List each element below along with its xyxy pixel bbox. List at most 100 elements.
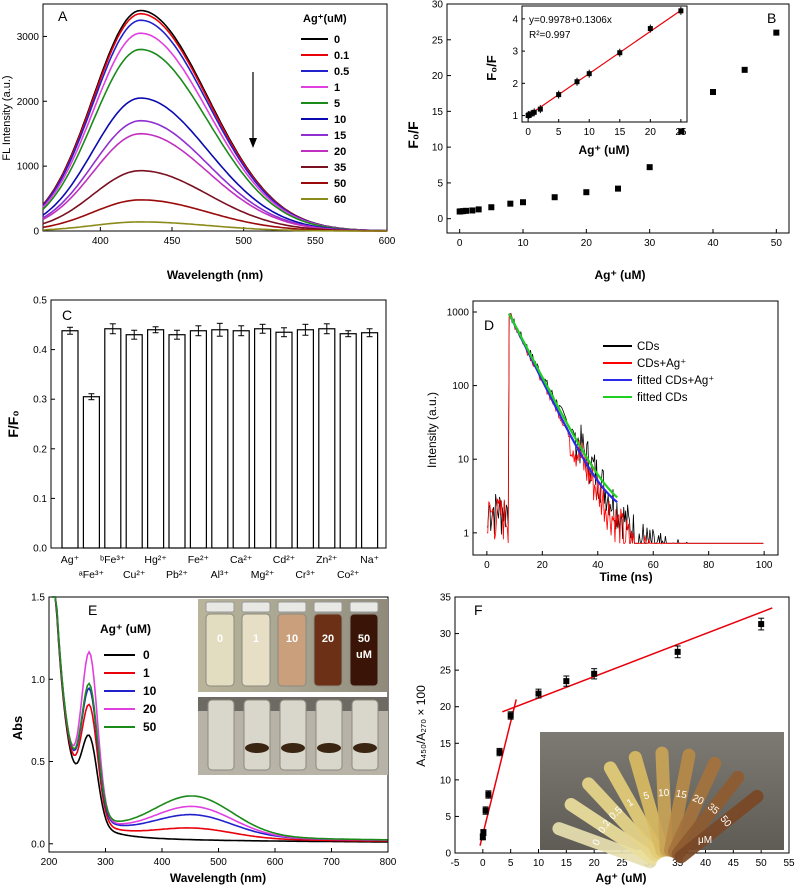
panel-f-point: [479, 833, 486, 840]
panel-b-inset-point: [678, 8, 684, 14]
panel-e-vial-lower: [351, 699, 379, 771]
panel-e-vial-cap: [277, 601, 307, 613]
panel-b-y-tick-label: 15: [432, 107, 444, 118]
panel-e-vial-cap: [313, 601, 343, 613]
panel-b-inset-x-ticks: 0 5 10 15 20 25: [525, 119, 687, 138]
panel-b-point: [678, 128, 685, 135]
panel-c-category-label: ᵇFe³⁺: [100, 554, 126, 566]
panel-f-y-tick-label: 15: [440, 739, 452, 750]
panel-e-vial: [313, 613, 343, 687]
panel-a-legend-label: 1: [334, 82, 340, 94]
panel-c-category-label: Fe²⁺: [188, 554, 210, 566]
panel-f-tube: [582, 777, 662, 862]
panel-f-tube: [552, 822, 657, 869]
panel-d-y-tick-label: 100: [452, 381, 469, 392]
panel-f-x-tick-label: 20: [589, 858, 601, 869]
panel-c-category-label: ᵃFe³⁺: [79, 569, 105, 581]
panel-b-x-tick-label: 40: [707, 238, 719, 249]
panel-e-y-tick-label: 0.0: [31, 839, 45, 850]
panel-e-x-tick-label: 800: [380, 857, 397, 868]
panel-f-point: [485, 791, 492, 798]
panel-d-letter: D: [484, 317, 494, 333]
panel-e-curves: [51, 596, 388, 843]
panel-b-y-tick-label: 30: [432, 0, 444, 11]
panel-f-tube: [671, 770, 745, 861]
panel-a-legend-label: 0.1: [334, 50, 349, 62]
panel-e-vial: [277, 613, 307, 687]
panel-f-y-tick-label: 25: [440, 666, 452, 677]
panel-f-x-tick-label: 0: [480, 858, 486, 869]
panel-a-y-label: FL Intensity (a.u.): [1, 75, 13, 160]
panel-b-x-tick-label: 30: [644, 238, 656, 249]
panel-a-x-tick-label: 450: [164, 236, 181, 247]
panel-b-inset-y-tick-label: 2: [512, 79, 518, 90]
panel-f-point: [496, 749, 503, 756]
panel-b-y-tick-label: 25: [432, 35, 444, 46]
panel-d-legend-label: CDs: [637, 341, 660, 353]
panel-f-x-tick-label: 45: [728, 858, 740, 869]
panel-c-bar: [211, 329, 229, 549]
panel-a-legend-label: 10: [334, 114, 346, 126]
panel-f-tube-label: 20: [691, 793, 706, 808]
panel-e-vial-cap: [241, 601, 271, 613]
panel-c-y-tick-label: 0.3: [33, 395, 47, 406]
panel-a-legend-label: 60: [334, 194, 346, 206]
panel-f-y-tick-label: 20: [440, 702, 452, 713]
panel-c-category-label: Hg²⁺: [144, 554, 167, 566]
panel-e-y-tick-label: 0.5: [31, 757, 45, 768]
panel-b-inset: 1 2 3 4 0 5 10 15 20 25 y=0.9978+0.1306x R²=0.99…: [484, 5, 688, 157]
panel-e-legend-label: 1: [143, 666, 150, 680]
panel-e-x-tick-label: 600: [267, 857, 284, 868]
panel-f-x-tick-label: 35: [672, 858, 684, 869]
panel-b-inset-x-tick-label: 10: [584, 127, 596, 138]
panel-f-point: [563, 678, 570, 685]
panel-f-y-tick-label: 35: [440, 593, 452, 604]
panel-c-category-label: Na⁺: [360, 554, 379, 566]
panel-c-bar: [125, 334, 143, 549]
panel-e-legend-label: 50: [143, 720, 157, 734]
panel-b-x-ticks: 0 10 20 30 40 50: [457, 229, 782, 249]
panel-b-inset-x-tick-label: 0: [525, 127, 531, 138]
panel-f-y-tick-label: 10: [440, 775, 452, 786]
panel-c: 0.0 0.1 0.2 0.3 0.4 0.5 Ag⁺ ᵇFe³⁺ Hg²⁺ Fe²⁺ Ca²⁺ C…: [5, 296, 387, 581]
panel-b-inset-x-tick-label: 20: [645, 127, 657, 138]
panel-b-inset-point: [586, 71, 592, 77]
panel-d-x-tick-label: 0: [484, 560, 490, 571]
panel-d-y-tick-label: 1000: [447, 308, 470, 319]
panel-e-vial-lower: [207, 699, 235, 771]
panel-b-inset-point: [574, 79, 580, 85]
panel-b-letter: B: [767, 10, 776, 26]
panel-e-y-label: Abs: [10, 716, 25, 741]
panel-b-inset-y-tick-label: 3: [512, 47, 518, 58]
panel-b-inset-point: [617, 50, 623, 56]
panel-c-bar: [232, 330, 250, 549]
panel-e-vial-cap: [349, 601, 379, 613]
panel-c-y-ticks: 0.0 0.1 0.2 0.3 0.4 0.5: [33, 296, 55, 555]
panel-e-vial-label: 0: [217, 633, 223, 645]
panel-f-tube-label: 10: [658, 788, 670, 799]
panel-f-tube-label: 15: [675, 788, 688, 801]
panel-c-category-label: Mg²⁺: [251, 569, 275, 581]
panel-b-inset-point: [528, 111, 534, 117]
panel-a-legend-label: 15: [334, 130, 346, 142]
panel-a-y-ticks: 0 1000 2000 3000: [17, 32, 47, 238]
panel-f-y-tick-label: 30: [440, 629, 452, 640]
panel-d-curve: [486, 313, 764, 545]
panel-d-legend-label: CDs+Ag⁺: [637, 358, 686, 370]
panel-b-point: [507, 200, 514, 207]
panel-b-point: [475, 206, 482, 213]
panel-c-bar: [168, 334, 186, 549]
panel-e-vial-precipitate: [245, 743, 269, 753]
panel-b-point: [488, 204, 495, 211]
panel-b-inset-point: [556, 92, 562, 98]
panel-f-point: [482, 807, 489, 814]
panel-c-bar: [275, 331, 293, 549]
panel-d-x-label: Time (ns): [599, 570, 652, 584]
panel-d-legend-label: fitted CDs+Ag⁺: [637, 375, 714, 387]
panel-f-tube-label: 1: [625, 797, 636, 810]
panel-f-x-tick-label: 50: [756, 858, 768, 869]
panel-d-y-tick-label: 1: [463, 528, 469, 539]
panel-a-legend-title: Ag⁺(uM): [303, 13, 347, 25]
panel-c-category-label: Ca²⁺: [230, 554, 253, 566]
